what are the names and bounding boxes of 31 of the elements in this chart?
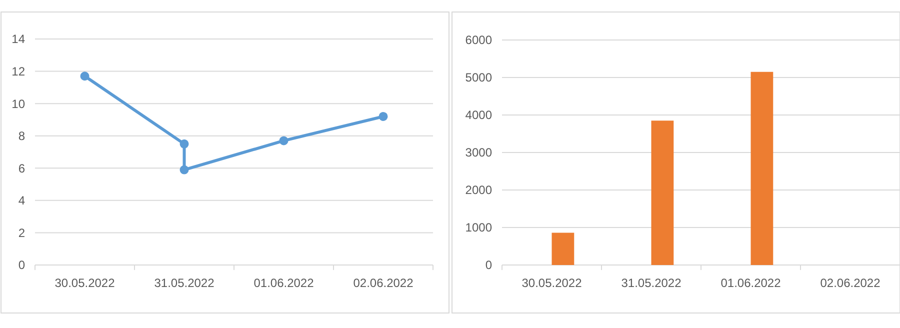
y-tick-label: 4000 — [465, 108, 492, 122]
y-tick-label: 3000 — [465, 146, 492, 160]
y-tick-label: 5000 — [465, 70, 492, 85]
bar — [552, 232, 574, 265]
y-tick-label: 1000 — [465, 220, 492, 235]
y-tick-label: 8 — [18, 129, 26, 144]
x-tick-label: 30.05.2022 — [522, 276, 582, 290]
point — [279, 136, 288, 146]
y-tick-label: 4 — [18, 194, 26, 208]
point — [80, 72, 90, 81]
y-tick-label: 6000 — [465, 33, 492, 48]
point — [180, 139, 189, 148]
y-tick-label: 0 — [485, 258, 492, 272]
y-tick-label: 2000 — [465, 183, 492, 198]
x-tick-label: 02.06.2022 — [353, 276, 414, 290]
y-tick-label: 2 — [18, 226, 26, 240]
bar — [750, 72, 774, 265]
bar — [651, 120, 674, 265]
x-tick-label: 30.05.2022 — [54, 276, 116, 290]
y-tick-label: 12 — [12, 64, 26, 78]
x-tick-label: 01.06.2022 — [720, 276, 782, 290]
x-tick-label: 01.06.2022 — [254, 276, 314, 290]
point — [378, 112, 388, 121]
point — [180, 165, 189, 174]
x-tick-label: 31.05.2022 — [621, 276, 682, 290]
x-tick-label: 31.05.2022 — [154, 276, 215, 290]
y-tick-label: 6 — [18, 161, 26, 176]
y-tick-label: 10 — [12, 96, 26, 111]
y-tick-label: 0 — [18, 258, 26, 272]
x-tick-label: 02.06.2022 — [820, 276, 881, 290]
y-tick-label: 14 — [12, 32, 26, 46]
